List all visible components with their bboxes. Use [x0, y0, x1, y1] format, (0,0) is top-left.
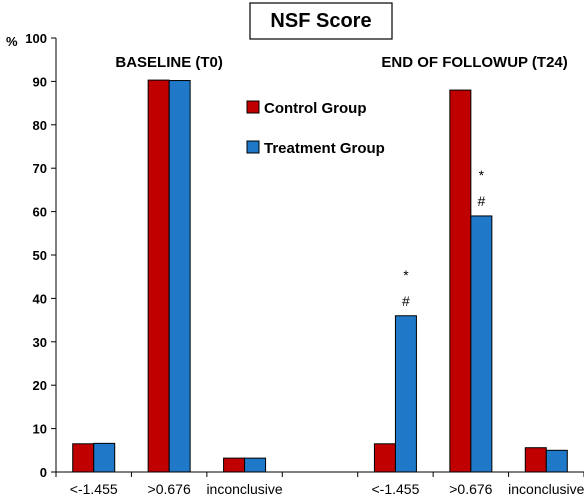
title-box: NSF Score: [249, 2, 393, 40]
category-label: >0.676: [148, 481, 191, 497]
category-label: <-1.455: [371, 481, 419, 497]
category-label: <-1.455: [70, 481, 118, 497]
legend-label: Control Group: [264, 100, 366, 117]
y-axis: 0 10 20 30 40 50 60 70 80 90 100: [25, 31, 57, 480]
bar-control: [524, 447, 547, 473]
y-tick-label: 90: [33, 74, 47, 89]
legend: Control Group Treatment Group: [246, 100, 385, 157]
y-tick-label: 60: [33, 205, 47, 220]
bar-control: [223, 457, 246, 473]
category-label: inconclusive: [206, 481, 282, 497]
group-label-baseline: BASELINE (T0): [115, 54, 223, 71]
bar-treatment: [394, 315, 417, 473]
y-axis-unit: %: [6, 34, 18, 49]
group-label-followup: END OF FOLLOWUP (T24): [381, 54, 567, 71]
x-axis: [55, 471, 584, 477]
bar-treatment: [545, 449, 568, 473]
y-tick-label: 0: [40, 465, 47, 480]
category-labels: <-1.455 >0.676 inconclusive <-1.455 >0.676 in…: [70, 481, 584, 497]
y-tick-label: 10: [33, 422, 47, 437]
bar-treatment: [244, 457, 267, 473]
legend-label: Treatment Group: [264, 140, 385, 157]
category-label: inconclusive: [508, 481, 584, 497]
bars: [72, 79, 568, 473]
significance-marker: *: [479, 167, 485, 183]
significance-marker: #: [402, 293, 410, 309]
legend-swatch: [246, 140, 260, 154]
group-labels: BASELINE (T0) END OF FOLLOWUP (T24): [115, 54, 567, 71]
significance-marker: #: [477, 193, 485, 209]
annotations: * # * #: [402, 167, 485, 309]
bar-control: [373, 443, 396, 473]
bar-control: [72, 443, 95, 473]
legend-swatch: [246, 100, 260, 114]
y-tick-label: 80: [33, 118, 47, 133]
y-tick-label: 100: [25, 31, 47, 46]
y-tick-label: 30: [33, 335, 47, 350]
y-tick-label: 50: [33, 248, 47, 263]
bar-treatment: [470, 215, 493, 473]
y-tick-label: 40: [33, 291, 47, 306]
bar-treatment: [93, 442, 116, 473]
significance-marker: *: [403, 267, 409, 283]
bar-control: [449, 89, 472, 473]
chart-title: NSF Score: [270, 10, 371, 32]
y-tick-label: 20: [33, 378, 47, 393]
bar-treatment: [168, 80, 191, 473]
bar-control: [147, 79, 170, 473]
y-tick-label: 70: [33, 161, 47, 176]
category-label: >0.676: [449, 481, 492, 497]
